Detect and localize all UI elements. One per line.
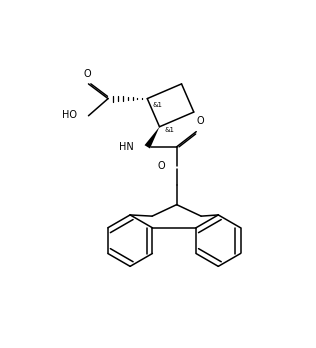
Text: HO: HO — [63, 110, 77, 120]
Text: O: O — [196, 116, 204, 126]
Text: O: O — [157, 161, 165, 171]
Text: HN: HN — [119, 142, 134, 152]
Text: &1: &1 — [164, 127, 174, 133]
Text: O: O — [83, 69, 91, 79]
Text: &1: &1 — [152, 102, 162, 108]
Polygon shape — [144, 127, 160, 149]
